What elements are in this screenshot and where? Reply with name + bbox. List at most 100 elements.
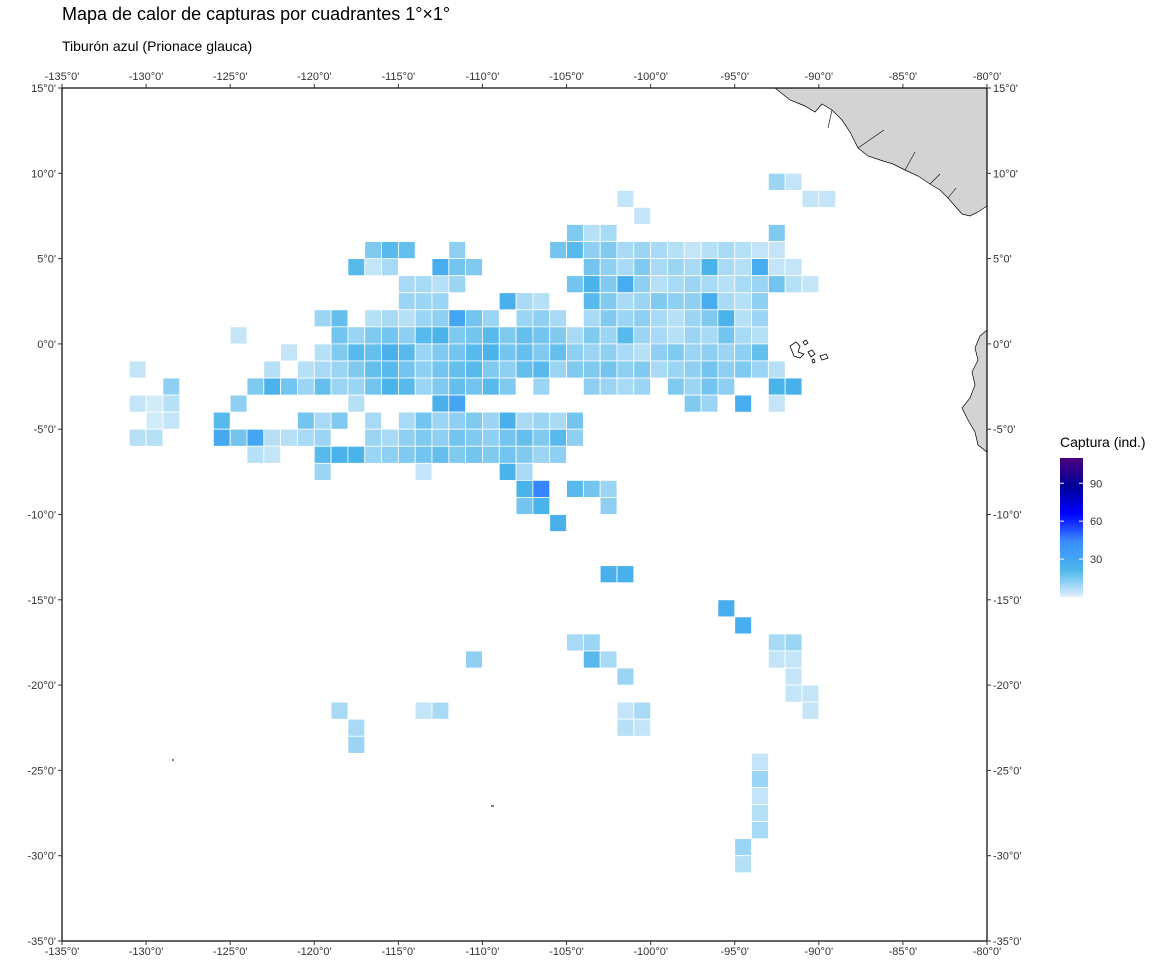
heatmap-cell xyxy=(633,207,652,225)
heatmap-cell xyxy=(633,258,652,277)
x-tick-label-top: -100°0' xyxy=(633,71,668,83)
heatmap-cell xyxy=(431,445,450,464)
heatmap-cell xyxy=(566,224,584,242)
heatmap-cell xyxy=(633,701,652,720)
heatmap-cell xyxy=(751,292,769,311)
heatmap-cell xyxy=(784,377,803,396)
x-tick-label-bottom: -115°0' xyxy=(381,946,415,958)
y-tick-label-right: -20°0' xyxy=(993,680,1022,692)
heatmap-cell xyxy=(330,309,349,328)
heatmap-cell xyxy=(734,360,752,379)
heatmap-cell xyxy=(515,292,534,311)
heatmap-cell xyxy=(767,650,786,669)
heatmap-cell xyxy=(263,377,282,396)
heatmap-cell xyxy=(616,565,635,584)
heatmap-cell xyxy=(549,445,567,464)
heatmap-cell xyxy=(667,377,685,396)
heatmap-cell xyxy=(448,394,467,413)
heatmap-cell xyxy=(667,326,685,345)
heatmap-cell xyxy=(448,343,467,362)
y-tick-label-right: 5°0' xyxy=(993,254,1012,266)
heatmap-cell xyxy=(414,377,433,396)
heatmap-cell xyxy=(313,445,332,464)
heatmap-cell xyxy=(566,275,584,294)
heatmap-cell xyxy=(212,411,231,430)
heatmap-cell xyxy=(364,343,382,362)
heatmap-cell xyxy=(751,326,769,345)
heatmap-cell xyxy=(532,497,551,515)
heatmap-cell xyxy=(616,718,635,737)
land-south-america xyxy=(961,329,987,453)
heatmap-cell xyxy=(297,377,315,396)
heatmap-cell xyxy=(431,360,450,379)
heatmap-cell xyxy=(633,718,652,737)
y-tick-label-left: -10°0' xyxy=(27,510,56,522)
x-tick-label-bottom: -95°0' xyxy=(720,946,749,958)
heatmap-cell xyxy=(599,565,618,584)
heatmap-cell xyxy=(667,275,685,294)
x-tick-label-top: -125°0' xyxy=(213,71,248,83)
heatmap-cell xyxy=(784,258,803,277)
heatmap-cell xyxy=(347,377,366,396)
heatmap-cell xyxy=(482,377,500,396)
heatmap-cell xyxy=(465,360,483,379)
heatmap-cell xyxy=(650,326,668,345)
heatmap-cell xyxy=(431,377,450,396)
heatmap-cell xyxy=(582,650,601,669)
heatmap-cell xyxy=(414,462,433,481)
heatmap-cell xyxy=(515,462,534,481)
heatmap-cell xyxy=(734,258,752,277)
heatmap-cell xyxy=(313,377,332,396)
heatmap-cell xyxy=(465,343,483,362)
heatmap-cell xyxy=(633,241,652,259)
heatmap-cell xyxy=(734,275,752,294)
heatmap-cell xyxy=(667,258,685,277)
heatmap-cell xyxy=(515,360,534,379)
heatmap-cell xyxy=(330,411,349,430)
heatmap-cell xyxy=(330,360,349,379)
heatmap-cell xyxy=(448,275,467,294)
heatmap-cell xyxy=(431,411,450,430)
heatmap-cell xyxy=(431,275,450,294)
heatmap-cell xyxy=(599,326,618,345)
y-tick-label-left: -25°0' xyxy=(27,765,56,777)
heatmap-cell xyxy=(549,360,567,379)
heatmap-cell xyxy=(616,292,635,311)
heatmap-cell xyxy=(717,599,736,618)
heatmap-cell xyxy=(465,326,483,345)
heatmap-cell xyxy=(582,224,601,242)
heatmap-cell xyxy=(532,445,551,464)
heatmap-cell xyxy=(767,394,786,413)
heatmap-cell xyxy=(683,258,702,277)
heatmap-cell xyxy=(599,479,618,498)
heatmap-cell xyxy=(566,633,584,652)
heatmap-cell xyxy=(784,667,803,686)
x-tick-label-bottom: -125°0' xyxy=(213,946,248,958)
map-subtitle: Tiburón azul (Prionace glauca) xyxy=(62,38,253,54)
heatmap-cell xyxy=(549,343,567,362)
heatmap-cell xyxy=(734,292,752,311)
heatmap-cell xyxy=(801,189,820,208)
heatmap-cell xyxy=(431,701,450,720)
heatmap-cell xyxy=(498,360,517,379)
heatmap-cell xyxy=(667,309,685,328)
heatmap-cell xyxy=(683,394,702,413)
legend-colorbar xyxy=(1060,458,1083,597)
heatmap-cell xyxy=(347,258,366,277)
heatmap-cell xyxy=(633,292,652,311)
heatmap-cell xyxy=(498,462,517,481)
heatmap-cell xyxy=(566,428,584,447)
heatmap-cell xyxy=(650,258,668,277)
heatmap-cell xyxy=(145,411,164,430)
x-tick-label-bottom: -110°0' xyxy=(466,946,500,958)
heatmap-cell xyxy=(582,309,601,328)
heatmap-cell xyxy=(751,770,769,788)
heatmap-cell xyxy=(683,360,702,379)
heatmap-cell xyxy=(532,360,551,379)
heatmap-cell xyxy=(767,172,786,191)
heatmap-cell xyxy=(532,479,551,498)
heatmap-cell xyxy=(229,326,248,345)
x-tick-label-top: -135°0' xyxy=(45,71,80,83)
heatmap-cell xyxy=(128,360,147,379)
heatmap-cell xyxy=(599,360,618,379)
